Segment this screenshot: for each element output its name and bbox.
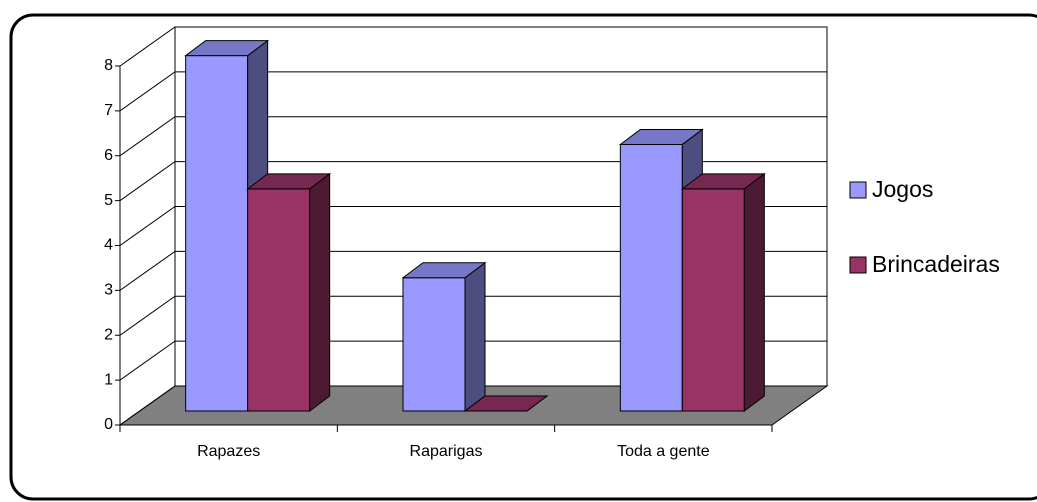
y-tick-label: 7 [104, 102, 113, 119]
y-tick-label: 3 [104, 282, 113, 299]
bar-top [401, 262, 487, 279]
y-tick-label: 2 [104, 326, 113, 343]
legend-swatch [849, 181, 867, 199]
grid-line [119, 71, 827, 112]
bar-top [184, 40, 270, 57]
y-tick-label: 6 [104, 147, 113, 164]
bar-front [402, 277, 466, 412]
y-tick-label: 4 [104, 237, 113, 254]
grid-line [119, 26, 827, 67]
y-tick-label: 0 [104, 416, 113, 433]
plot: 0 1 2 3 4 5 6 7 8 Rapazes Raparigas Toda a gente Jog… [104, 26, 1000, 460]
legend-label: Jogos [872, 176, 933, 202]
grid-line [119, 385, 827, 426]
bar-front [619, 143, 683, 412]
bar-top [463, 395, 549, 412]
x-tick-label: Toda a gente [617, 443, 710, 460]
x-tick-label: Raparigas [410, 443, 483, 460]
y-tick-label: 5 [104, 192, 113, 209]
bar-side [743, 172, 765, 412]
y-tick-label: 1 [104, 371, 113, 388]
grid-line [119, 116, 827, 157]
bar-top [618, 128, 704, 145]
bar-top [680, 173, 766, 190]
y-tick-label: 8 [104, 57, 113, 74]
x-tick-label: Rapazes [197, 443, 260, 460]
bar [463, 395, 549, 412]
bar-front [247, 188, 311, 412]
legend-swatch [849, 256, 867, 274]
bar [246, 172, 332, 412]
bar-top [246, 173, 332, 190]
legend-label: Brincadeiras [872, 251, 1000, 277]
bar-front [185, 55, 249, 412]
grid-line [119, 340, 827, 381]
bar [401, 261, 487, 412]
grid-line [119, 295, 827, 336]
grid-line [119, 206, 827, 246]
grid-line [119, 250, 827, 291]
bar [680, 172, 766, 412]
bar-side [464, 261, 486, 412]
bar-side [309, 172, 331, 412]
grid-line [119, 161, 827, 202]
bar-front [681, 188, 745, 412]
